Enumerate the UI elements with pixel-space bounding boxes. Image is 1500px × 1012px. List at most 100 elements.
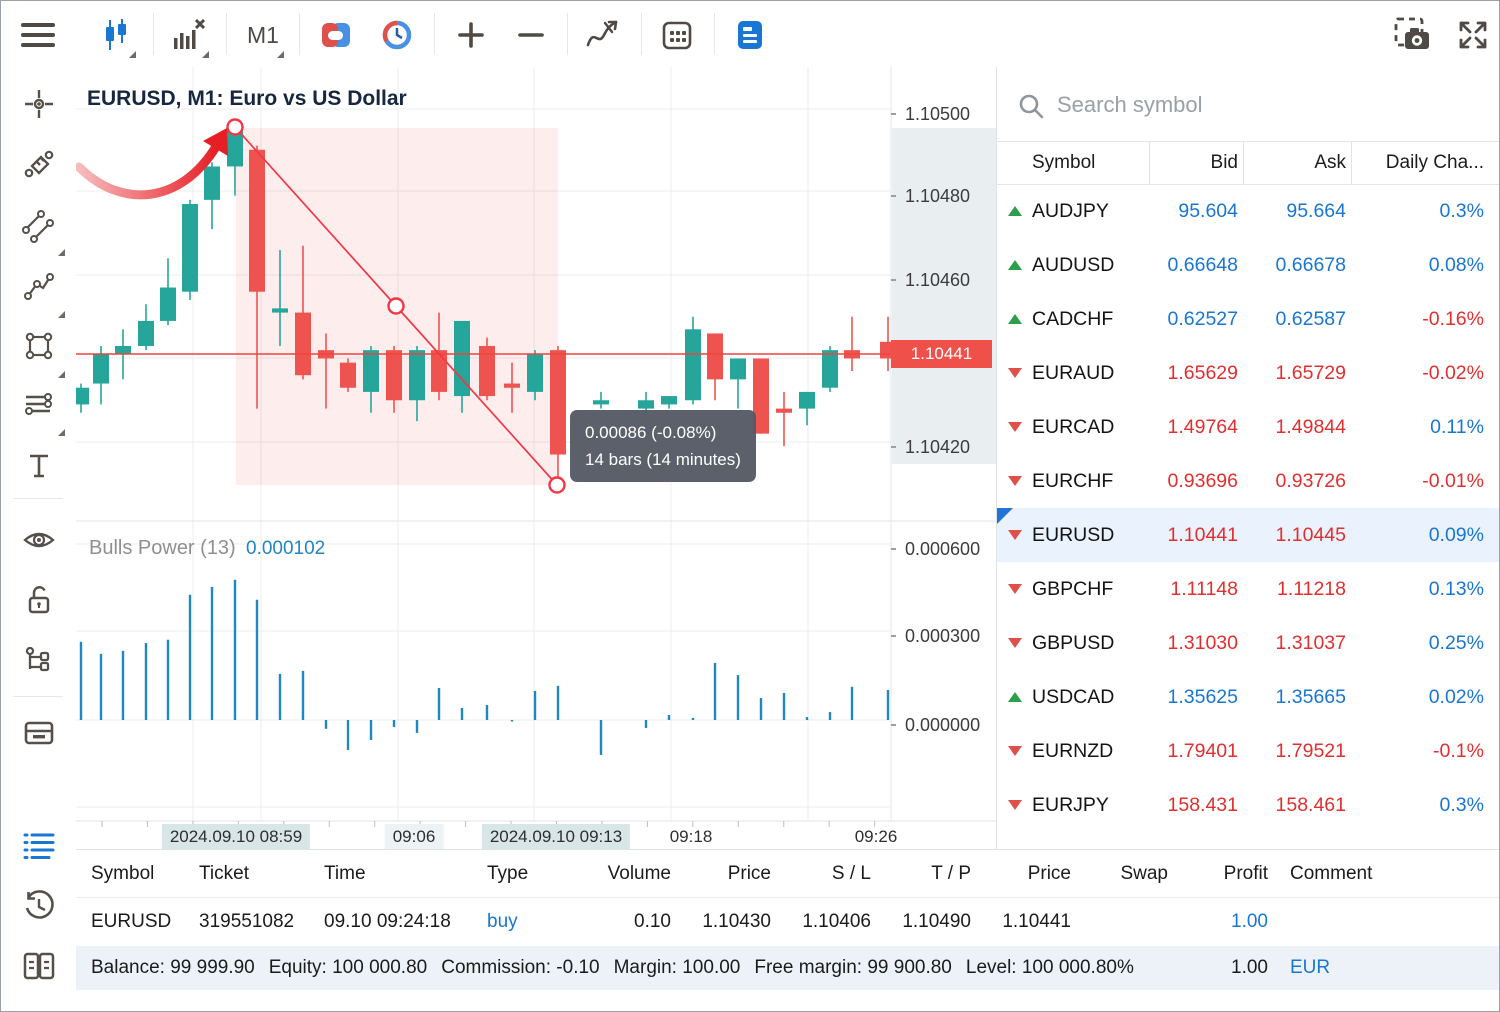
axis-tick <box>891 113 896 115</box>
mw-row-eurnzd[interactable]: EURNZD 1.79401 1.79521 -0.1% <box>997 724 1499 778</box>
trade-col-symbol[interactable]: Symbol <box>91 862 155 884</box>
axis-tick <box>891 635 896 637</box>
mw-row-audusd[interactable]: AUDUSD 0.66648 0.66678 0.08% <box>997 238 1499 292</box>
change-value: -0.16% <box>1422 307 1484 330</box>
tick-down-icon <box>1008 422 1022 432</box>
trade-cell-price: 1.10430 <box>702 911 771 932</box>
fullscreen-icon[interactable] <box>1451 15 1495 55</box>
symbol-name: EURAUD <box>1032 361 1115 384</box>
trade-panel: Symbol Ticket Time Type Volume Price S / L T / … <box>76 849 1499 1011</box>
candlestick-style-dropdown[interactable] <box>129 51 136 58</box>
mw-col-symbol[interactable]: Symbol <box>1032 152 1096 173</box>
text-tool-icon[interactable] <box>22 449 56 483</box>
trade-row[interactable]: EURUSD 319551082 09.10 09:24:18 buy 0.10 1.10… <box>76 898 1499 946</box>
zoom-out-icon[interactable] <box>509 15 553 55</box>
print-icon[interactable] <box>22 716 56 750</box>
bar-style-off-icon[interactable] <box>167 15 211 55</box>
mw-col-ask[interactable]: Ask <box>1243 141 1351 184</box>
menu-icon[interactable] <box>16 15 60 55</box>
trade-col-volume[interactable]: Volume <box>607 862 671 884</box>
price-chart[interactable] <box>76 67 996 849</box>
tick-down-icon <box>1008 476 1022 486</box>
mw-row-gbpchf[interactable]: GBPCHF 1.11148 1.11218 0.13% <box>997 562 1499 616</box>
measure-tooltip-line1: 0.00086 (-0.08%) <box>585 423 717 442</box>
trade-col-profit[interactable]: Profit <box>1223 862 1268 884</box>
trendlines-icon[interactable] <box>22 209 56 243</box>
crosshair-icon[interactable] <box>22 87 56 121</box>
trade-col-price[interactable]: Price <box>727 862 771 884</box>
timeframe-button[interactable]: M1 <box>241 15 285 55</box>
tick-down-icon <box>1008 800 1022 810</box>
drawing-toolbar <box>1 67 77 1011</box>
mw-row-euraud[interactable]: EURAUD 1.65629 1.65729 -0.02% <box>997 346 1499 400</box>
one-click-trading-icon[interactable] <box>314 15 358 55</box>
journal-icon[interactable] <box>22 949 56 983</box>
trendlines-dropdown[interactable] <box>58 311 65 318</box>
trade-col-time[interactable]: Time <box>324 862 366 884</box>
mw-row-gbpusd[interactable]: GBPUSD 1.31030 1.31037 0.25% <box>997 616 1499 670</box>
trade-cell-tp: 1.10490 <box>902 911 971 932</box>
trade-col-type[interactable]: Type <box>487 862 529 884</box>
symbol-name: EURCAD <box>1032 415 1115 438</box>
timeframe-dropdown[interactable] <box>277 51 284 58</box>
market-watch-rows: AUDJPY 95.604 95.664 0.3% AUDUSD 0.66648 0.666… <box>997 184 1499 832</box>
search-input[interactable] <box>1055 85 1459 125</box>
tick-up-icon <box>1008 314 1022 324</box>
sidebar-divider <box>13 696 63 697</box>
mw-row-audjpy[interactable]: AUDJPY 95.604 95.664 0.3% <box>997 184 1499 238</box>
history-icon[interactable] <box>22 889 56 923</box>
object-tree-icon[interactable] <box>22 644 56 678</box>
trade-list-icon[interactable] <box>22 829 56 863</box>
trade-col-tp[interactable]: T / P <box>931 862 971 884</box>
trade-col-sl[interactable]: S / L <box>831 862 871 884</box>
candlestick-style-icon[interactable] <box>94 15 138 55</box>
visibility-icon[interactable] <box>22 523 56 557</box>
trade-col-price[interactable]: Price <box>1027 862 1071 884</box>
indicators-icon[interactable] <box>581 15 625 55</box>
last-price-badge: 1.10441 <box>891 340 992 368</box>
chart-canvas[interactable]: EURUSD, M1: Euro vs US Dollar Bulls Powe… <box>76 67 996 849</box>
mw-row-eurjpy[interactable]: EURJPY 158.431 158.461 0.3% <box>997 778 1499 832</box>
trade-col-swap[interactable]: Swap <box>1120 862 1168 884</box>
mw-row-eurchf[interactable]: EURCHF 0.93696 0.93726 -0.01% <box>997 454 1499 508</box>
time-tick-label: 09:18 <box>669 827 713 846</box>
bid-value: 95.604 <box>1178 199 1238 222</box>
trade-cell-profit: 1.00 <box>1231 911 1268 932</box>
shapes-dropdown[interactable] <box>58 429 65 436</box>
trade-col-ticket[interactable]: Ticket <box>199 862 249 884</box>
trade-cell-volume: 0.10 <box>634 911 671 932</box>
indicator-label: Bulls Power (13) <box>89 537 236 559</box>
mw-col-dailycha[interactable]: Daily Cha... <box>1351 141 1499 184</box>
polyline-icon[interactable] <box>22 269 56 303</box>
tick-up-icon <box>1008 692 1022 702</box>
screenshot-icon[interactable] <box>1391 15 1435 55</box>
tick-down-icon <box>1008 530 1022 540</box>
news-icon[interactable] <box>728 15 772 55</box>
bid-value: 0.66648 <box>1167 253 1239 276</box>
zoom-in-icon[interactable] <box>449 15 493 55</box>
measure-icon[interactable] <box>22 147 56 181</box>
total-profit: 1.00 <box>1231 957 1268 978</box>
measure-dropdown[interactable] <box>58 249 65 256</box>
unlock-icon[interactable] <box>22 583 56 617</box>
mw-col-bid[interactable]: Bid <box>1149 141 1243 184</box>
mw-row-usdcad[interactable]: USDCAD 1.35625 1.35665 0.02% <box>997 670 1499 724</box>
polyline-dropdown[interactable] <box>58 371 65 378</box>
account-stat: Balance: 99 999.90 <box>91 957 255 978</box>
trade-col-comment[interactable]: Comment <box>1290 862 1373 884</box>
mw-row-eurusd[interactable]: EURUSD 1.10441 1.10445 0.09% <box>997 508 1499 562</box>
mw-row-cadchf[interactable]: CADCHF 0.62527 0.62587 -0.16% <box>997 292 1499 346</box>
trade-table-header[interactable]: Symbol Ticket Time Type Volume Price S / L T / … <box>76 850 1499 898</box>
mw-row-eurcad[interactable]: EURCAD 1.49764 1.49844 0.11% <box>997 400 1499 454</box>
market-watch-header[interactable]: Symbol Bid Ask Daily Cha... <box>997 141 1499 185</box>
axis-tick <box>891 446 896 448</box>
change-value: 0.02% <box>1428 685 1484 708</box>
shapes-icon[interactable] <box>22 329 56 363</box>
channels-icon[interactable] <box>22 389 56 423</box>
bid-value: 1.65629 <box>1167 361 1239 384</box>
market-depth-icon[interactable] <box>375 15 419 55</box>
symbol-name: EURNZD <box>1032 739 1114 762</box>
axis-tick-label: 0.000300 <box>905 626 981 646</box>
economic-calendar-icon[interactable] <box>655 15 699 55</box>
bar-style-dropdown[interactable] <box>202 51 209 58</box>
